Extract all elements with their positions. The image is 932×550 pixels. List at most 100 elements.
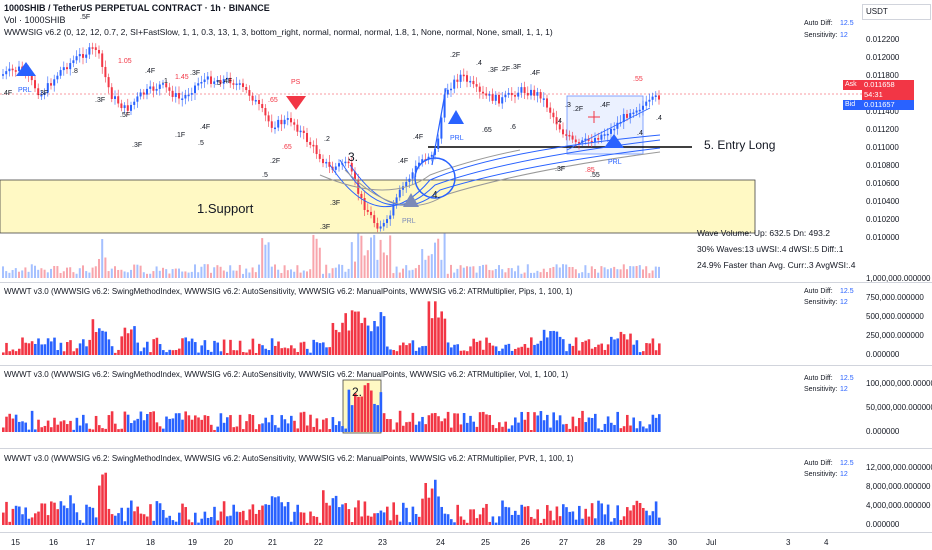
candle	[370, 211, 372, 216]
volume-bar	[213, 267, 216, 278]
pane-3-title[interactable]: WWWT v3.0 (WWWSIG v6.2: SwingMethodIndex…	[4, 454, 574, 463]
wave-label: .3	[565, 102, 571, 109]
histogram-bar	[251, 504, 255, 525]
volume-bar	[162, 267, 164, 278]
histogram-bar	[75, 417, 79, 432]
histogram-bar	[309, 414, 312, 432]
volume-bar	[632, 266, 635, 278]
histogram-bar	[587, 417, 591, 432]
candle	[200, 82, 203, 84]
histogram-bar	[133, 511, 136, 525]
histogram-bar	[606, 344, 610, 355]
histogram-bar	[411, 506, 415, 525]
histogram-bar	[149, 352, 152, 355]
candle	[40, 94, 43, 97]
histogram-bar	[437, 317, 440, 355]
histogram-bar	[568, 343, 571, 355]
histogram-bar	[117, 349, 120, 355]
histogram-bar	[574, 519, 578, 525]
main-chart[interactable]	[0, 0, 862, 282]
volume-bar	[549, 268, 552, 278]
indicator-legend[interactable]: WWWSIG v6.2 (0, 12, 12, 0.7, 2, SI+FastS…	[4, 27, 553, 37]
histogram-bar	[411, 340, 415, 355]
candle	[206, 76, 209, 80]
histogram-bar	[626, 414, 629, 432]
histogram-bar	[178, 413, 181, 432]
axis-tick-label: 4,000,000.000000	[866, 501, 931, 510]
histogram-bar	[354, 311, 357, 355]
volume-bar	[114, 266, 116, 278]
volume-bar	[267, 242, 270, 278]
pvr-histogram[interactable]	[0, 448, 862, 532]
histogram-bar	[466, 351, 469, 355]
histogram-bar	[219, 511, 223, 525]
candle	[94, 47, 97, 50]
histogram-bar	[302, 341, 306, 355]
wave-label: .5F	[120, 112, 131, 119]
candle	[267, 115, 270, 122]
volume-bar	[293, 271, 296, 278]
histogram-bar	[66, 424, 69, 432]
channel-curve-2	[339, 139, 661, 206]
histogram-bar	[578, 350, 581, 355]
pane-2-title[interactable]: WWWT v3.0 (WWWSIG v6.2: SwingMethodIndex…	[4, 370, 569, 379]
volume-bar	[2, 266, 4, 278]
vol-histogram[interactable]	[0, 365, 862, 448]
pane-1-title[interactable]: WWWT v3.0 (WWWSIG v6.2: SwingMethodIndex…	[4, 287, 573, 296]
histogram-bar	[645, 510, 648, 525]
histogram-bar	[30, 341, 34, 355]
candle	[197, 83, 200, 86]
up-triangle-icon	[403, 193, 419, 207]
histogram-bar	[427, 497, 431, 525]
volume-bar	[5, 271, 8, 278]
histogram-bar	[85, 346, 88, 355]
volume-legend[interactable]: Vol · 1000SHIB	[4, 15, 66, 25]
currency-selector[interactable]: USDT	[862, 4, 931, 20]
volume-bar	[98, 258, 100, 278]
candle	[104, 66, 107, 78]
histogram-bar	[306, 348, 309, 355]
histogram-bar	[34, 429, 37, 432]
histogram-bar	[427, 415, 431, 432]
histogram-bar	[402, 425, 405, 432]
pips-histogram[interactable]	[0, 282, 862, 365]
histogram-bar	[203, 415, 207, 432]
volume-bar	[136, 264, 139, 278]
histogram-bar	[523, 419, 527, 432]
histogram-bar	[408, 343, 411, 355]
histogram-bar	[158, 503, 162, 525]
histogram-bar	[11, 508, 15, 525]
histogram-bar	[469, 346, 472, 355]
candle	[523, 87, 526, 93]
volume-bar	[66, 267, 68, 278]
candle	[354, 171, 356, 181]
volume-bar	[88, 272, 91, 278]
histogram-bar	[622, 334, 626, 355]
histogram-bar	[325, 418, 328, 432]
histogram-bar	[187, 341, 191, 355]
histogram-bar	[94, 415, 98, 432]
volume-bar	[203, 264, 206, 278]
histogram-bar	[437, 416, 440, 432]
histogram-bar	[328, 505, 331, 525]
histogram-bar	[82, 339, 85, 355]
histogram-bar	[587, 339, 591, 355]
histogram-bar	[139, 351, 143, 355]
axis-tick-label: 0.010200	[866, 215, 900, 224]
histogram-bar	[616, 338, 619, 355]
volume-bar	[523, 272, 526, 278]
histogram-bar	[482, 349, 485, 355]
volume-bar	[232, 270, 235, 278]
histogram-bar	[341, 504, 344, 525]
histogram-bar	[59, 421, 63, 432]
candle	[238, 83, 241, 85]
volume-bar	[270, 266, 273, 278]
histogram-bar	[229, 515, 232, 525]
histogram-bar	[510, 425, 514, 432]
histogram-bar	[526, 506, 530, 525]
volume-bar	[34, 265, 36, 278]
candle	[584, 138, 587, 141]
histogram-bar	[53, 417, 56, 432]
volume-bar	[322, 273, 324, 278]
histogram-bar	[309, 511, 312, 525]
